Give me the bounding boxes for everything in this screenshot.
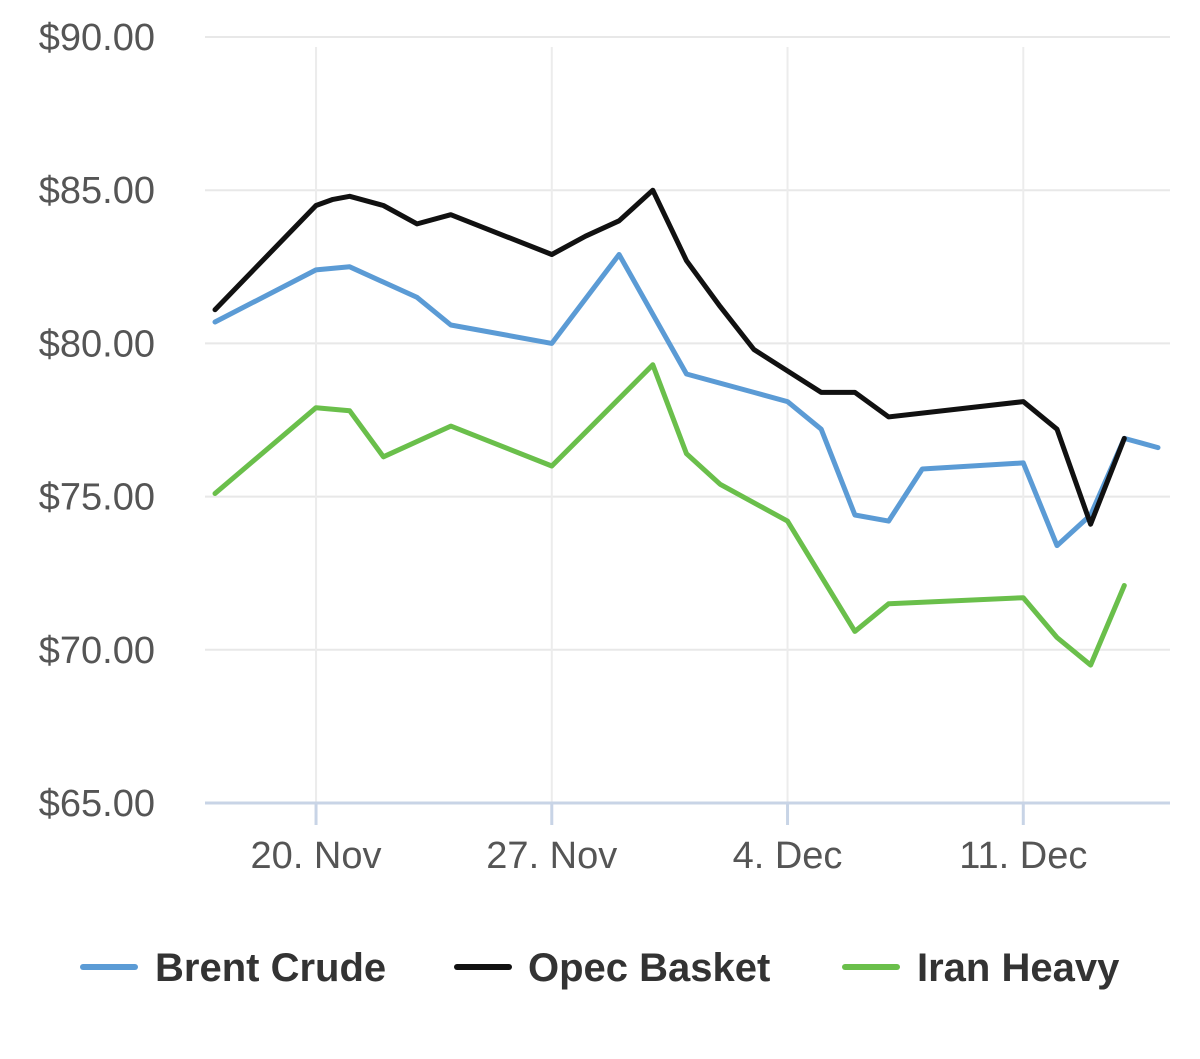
y-tick-label: $85.00 xyxy=(39,170,155,212)
legend: Brent Crude Opec Basket Iran Heavy xyxy=(80,946,1120,990)
x-tick-label: 20. Nov xyxy=(251,835,382,877)
x-tick-label: 27. Nov xyxy=(486,835,617,877)
series-line[interactable] xyxy=(212,187,1127,527)
legend-label: Iran Heavy xyxy=(917,946,1120,990)
legend-label: Opec Basket xyxy=(528,946,770,990)
y-tick-label: $75.00 xyxy=(39,477,155,519)
x-tick-label: 11. Dec xyxy=(959,835,1087,877)
axes: $90.00 $85.00 $80.00 $75.00 $70.00 $65.00 20. … xyxy=(39,17,1170,877)
series-iran-heavy xyxy=(212,362,1127,668)
series-opec-basket xyxy=(212,187,1127,527)
legend-item-brent-crude[interactable]: Brent Crude xyxy=(80,946,386,990)
legend-item-iran-heavy[interactable]: Iran Heavy xyxy=(842,946,1120,990)
y-tick-label: $65.00 xyxy=(39,783,155,825)
y-tick-label: $80.00 xyxy=(39,323,155,365)
series-line[interactable] xyxy=(212,362,1127,668)
legend-item-opec-basket[interactable]: Opec Basket xyxy=(454,946,770,990)
x-tick-label: 4. Dec xyxy=(733,835,843,877)
grid xyxy=(205,36,1170,803)
series xyxy=(212,187,1161,668)
y-tick-label: $70.00 xyxy=(39,630,155,672)
y-tick-label: $90.00 xyxy=(39,17,155,59)
legend-label: Brent Crude xyxy=(155,946,386,990)
